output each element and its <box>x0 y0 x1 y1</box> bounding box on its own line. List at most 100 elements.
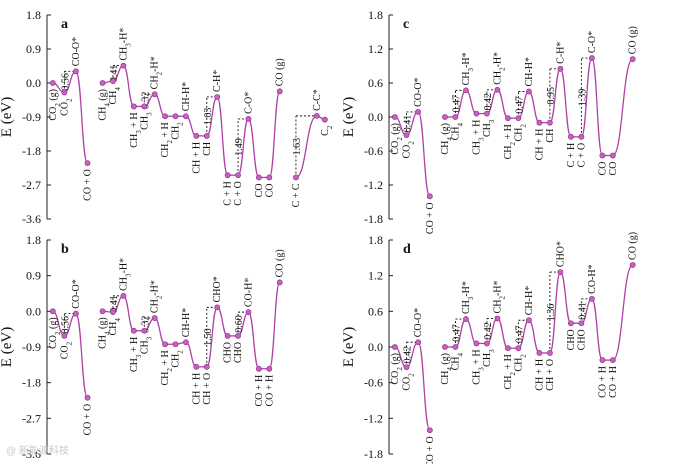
state-label: CH4 <box>108 318 122 336</box>
y-axis-label: E (eV) <box>341 327 357 367</box>
state-label: CH + O <box>202 373 213 405</box>
energy-point <box>494 86 501 93</box>
y-tick-label: 1.2 <box>368 42 383 56</box>
energy-point <box>426 427 433 434</box>
barrier-value: 1.03 <box>203 108 214 126</box>
energy-point <box>403 132 410 139</box>
energy-point <box>391 114 398 120</box>
barrier-value: 0.47 <box>451 95 462 113</box>
energy-path <box>122 64 135 108</box>
energy-point <box>266 174 273 181</box>
energy-point <box>224 333 231 339</box>
state-label: CHO <box>566 329 577 350</box>
energy-point <box>473 340 480 347</box>
y-tick-label: -1.2 <box>364 411 383 425</box>
state-label: CH3 <box>482 349 496 367</box>
state-label: CH2 <box>513 354 527 372</box>
energy-point <box>141 327 148 334</box>
state-label: CO (g) <box>275 249 286 277</box>
state-label: CO2 <box>59 98 73 116</box>
energy-path <box>247 118 260 179</box>
panel-a: 1.8 0.9 0.0 -0.9 -1.8 -2.7 -3.6 E (eV) a 0.56 0.41… <box>0 8 334 226</box>
energy-point <box>245 309 252 316</box>
state-label: CO (g) <box>628 26 639 54</box>
state-label: CH2 <box>171 122 185 140</box>
energy-point <box>599 152 606 159</box>
energy-point <box>547 350 553 356</box>
state-label: CH-H* <box>181 308 192 337</box>
energy-point <box>61 89 68 96</box>
state-label: CH3 + H <box>129 112 143 147</box>
energy-point <box>183 339 189 346</box>
state-label: CHO <box>233 342 244 363</box>
energy-point <box>203 363 210 370</box>
state-label: CO-O* <box>71 279 82 308</box>
energy-point <box>193 363 200 370</box>
energy-point <box>193 132 200 139</box>
energy-path <box>612 58 634 157</box>
y-tick-label: 1.8 <box>26 233 41 247</box>
energy-path <box>528 319 541 354</box>
state-label: CO2 <box>401 141 415 159</box>
y-tick-label: 0.0 <box>26 304 41 318</box>
energy-point <box>49 80 56 86</box>
energy-point <box>313 112 320 119</box>
energy-path <box>497 89 509 119</box>
y-tick-label: -1.8 <box>364 212 383 226</box>
state-label: C-H* <box>212 70 223 92</box>
state-label: C-H* <box>555 42 566 64</box>
energy-path <box>216 306 228 337</box>
energy-path <box>185 341 197 368</box>
energy-point <box>255 174 262 181</box>
barrier-value: 1.63 <box>292 138 303 156</box>
state-label: C2 <box>320 125 334 136</box>
state-label: CO + H <box>254 375 265 407</box>
y-tick-label: 0.0 <box>26 76 41 90</box>
energy-path <box>528 90 541 124</box>
state-label: CO-H* <box>587 264 598 293</box>
energy-point <box>484 110 490 117</box>
energy-path <box>559 271 572 324</box>
energy-point <box>151 315 158 321</box>
state-label: CH3 <box>139 112 153 130</box>
state-label: CH3 + H <box>129 337 143 372</box>
energy-point <box>536 350 543 356</box>
energy-point <box>61 333 68 339</box>
barrier-value: 0.60 <box>234 315 245 333</box>
panel-c: 1.8 1.2 0.6 0.0 -0.6 -1.2 -1.8 E (eV) c 0.41 0.47 0… <box>341 8 639 234</box>
state-label: CH <box>202 142 213 156</box>
energy-point <box>214 304 221 311</box>
state-label: C + O <box>233 181 244 206</box>
state-label: CH4 (g) <box>440 123 454 155</box>
energy-path <box>417 341 431 431</box>
energy-point <box>557 269 564 275</box>
energy-point <box>578 133 585 140</box>
energy-point <box>235 172 241 179</box>
y-tick-label: 0.9 <box>26 269 41 283</box>
energy-point <box>609 357 616 363</box>
energy-path <box>122 295 135 332</box>
energy-path <box>75 70 89 164</box>
energy-point <box>245 115 252 122</box>
y-tick-label: 0.6 <box>368 76 383 90</box>
energy-point <box>266 365 273 372</box>
state-label: CH-H* <box>181 82 192 111</box>
energy-path <box>154 93 166 117</box>
y-tick-label: -1.8 <box>22 376 41 390</box>
energy-point <box>141 103 148 110</box>
state-label: CH3 <box>139 336 153 354</box>
y-tick-label: -2.7 <box>22 178 41 192</box>
energy-point <box>162 341 169 348</box>
energy-point <box>73 68 79 75</box>
state-label: CO-O* <box>413 308 424 337</box>
energy-point <box>172 113 179 120</box>
state-label: CH3-H* <box>118 28 132 61</box>
y-axis-label: E (eV) <box>0 327 15 367</box>
state-label: CH-H* <box>524 57 535 86</box>
state-label: CO (g) <box>275 58 286 86</box>
y-tick-label: -0.9 <box>22 110 41 124</box>
energy-point <box>84 394 91 401</box>
energy-path <box>268 281 281 370</box>
energy-point <box>183 113 189 120</box>
y-tick-label: -2.7 <box>22 411 41 425</box>
